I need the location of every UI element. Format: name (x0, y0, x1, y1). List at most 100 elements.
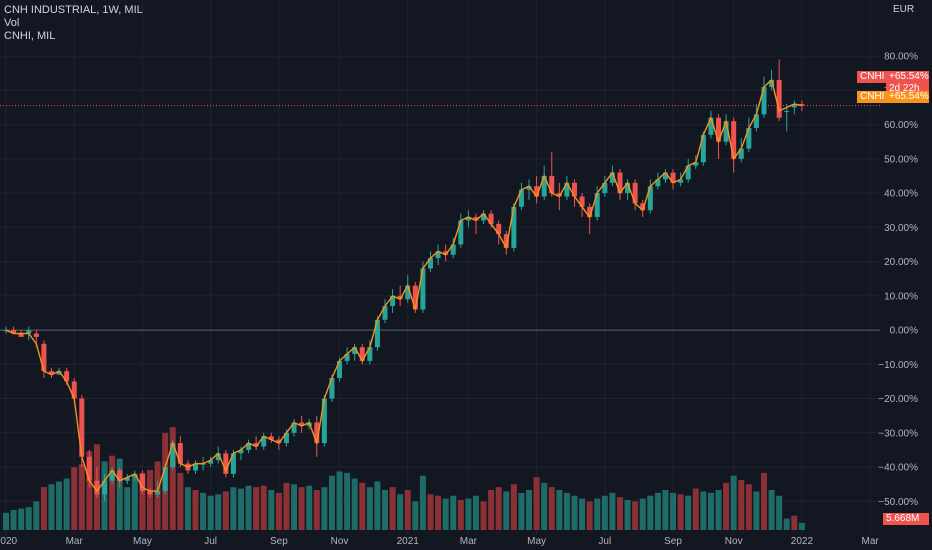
candle-body (344, 354, 350, 361)
candle-body (700, 134, 706, 163)
volume-bar (283, 482, 290, 530)
volume-bar (654, 492, 661, 530)
candle-body (496, 223, 502, 235)
candle-body (397, 295, 403, 300)
x-tick-label: 2020 (0, 536, 18, 547)
x-tick-label: Jul (598, 536, 611, 547)
volume-bar (541, 482, 548, 530)
volume-bar (738, 480, 745, 530)
candle-body (647, 186, 653, 211)
volume-bar (192, 490, 199, 530)
candle-body (352, 347, 358, 355)
candle-body (784, 110, 790, 112)
volume-bar (753, 491, 760, 530)
volume-bar (131, 475, 138, 530)
candle-body (390, 295, 396, 307)
volume-bar (442, 498, 449, 530)
volume-bar (723, 482, 730, 530)
y-tick-label: −40.00% (878, 463, 918, 474)
candle-body (109, 470, 115, 481)
candle-body (549, 175, 555, 194)
volume-bar (86, 451, 93, 530)
volume-bar (692, 488, 699, 530)
volume-bar (328, 475, 335, 530)
candle-body (761, 86, 767, 115)
candle-body (291, 422, 297, 433)
volume-bar (761, 472, 767, 530)
candle-body (481, 213, 487, 221)
candle-body (321, 398, 327, 444)
candle-body (18, 333, 24, 337)
candle-body (238, 449, 244, 454)
candle-body (64, 371, 70, 382)
candle-body (435, 251, 441, 259)
candle-body (534, 186, 540, 197)
volume-bar (306, 485, 313, 530)
compare-symbol-label[interactable]: CNHI, MIL (4, 30, 56, 42)
y-tick-label: 80.00% (884, 52, 918, 63)
volume-bar (700, 491, 707, 530)
candle-body (155, 491, 161, 495)
chart-title[interactable]: CNH INDUSTRIAL, 1W, MIL (4, 4, 143, 16)
candle-body (799, 104, 805, 106)
candle-body (41, 343, 47, 372)
candle-body (253, 443, 259, 447)
candle-body (94, 480, 100, 495)
candle-body (640, 203, 646, 211)
candle-body (738, 148, 744, 159)
candle-body (170, 443, 176, 468)
candle-body (405, 285, 411, 300)
candle-body (594, 193, 600, 218)
volume-indicator-label[interactable]: Vol (4, 17, 20, 29)
volume-bar (488, 490, 495, 530)
volume-bar (677, 494, 684, 530)
volume-bar (200, 492, 207, 530)
x-axis[interactable]: 2020 Mar May Jul Sep Nov 2021 Mar May Jul Sep Nov 20… (0, 535, 932, 550)
candle-body (723, 121, 729, 142)
candle-body (230, 453, 236, 474)
candle-body (337, 360, 343, 379)
volume-bar (359, 482, 366, 530)
volume-bar (374, 481, 381, 530)
volume-bar (639, 498, 646, 530)
candle-body (678, 179, 684, 183)
volume-bar (624, 500, 631, 530)
volume-bar (616, 497, 623, 530)
volume-bar (56, 481, 63, 530)
volume-badge: 5.668M (883, 513, 929, 525)
volume-bar (40, 487, 47, 530)
volume-bar (571, 495, 578, 530)
volume-bar (768, 490, 775, 530)
volume-bar (707, 492, 714, 530)
volume-bar (230, 487, 237, 530)
x-tick-label: Jul (204, 536, 217, 547)
candle-body (693, 162, 699, 166)
volume-bar (579, 498, 586, 530)
candle-body (261, 436, 267, 447)
volume-bar (776, 495, 783, 530)
volume-bar (503, 491, 510, 530)
candle-body (670, 172, 676, 183)
volume-bar (139, 472, 146, 530)
candle-body (139, 473, 145, 492)
volume-bar (427, 494, 434, 530)
volume-bar (291, 484, 298, 530)
volume-bar (351, 478, 358, 530)
volume-bar (465, 498, 472, 530)
candle-body (458, 220, 464, 245)
y-tick-label: 10.00% (884, 291, 918, 302)
volume-bar (419, 475, 426, 530)
x-tick-label: Mar (460, 536, 478, 547)
volume-bar (215, 494, 222, 530)
volume-bar (594, 498, 601, 530)
candle-body (488, 213, 494, 224)
volume-bar (601, 495, 608, 530)
currency-label[interactable]: EUR (893, 4, 915, 15)
volume-bar (526, 490, 533, 530)
candle-body (223, 453, 229, 474)
candle-body (511, 206, 517, 248)
candle-body (33, 333, 39, 337)
candle-body (473, 217, 479, 221)
y-tick-label: −50.00% (878, 497, 918, 508)
